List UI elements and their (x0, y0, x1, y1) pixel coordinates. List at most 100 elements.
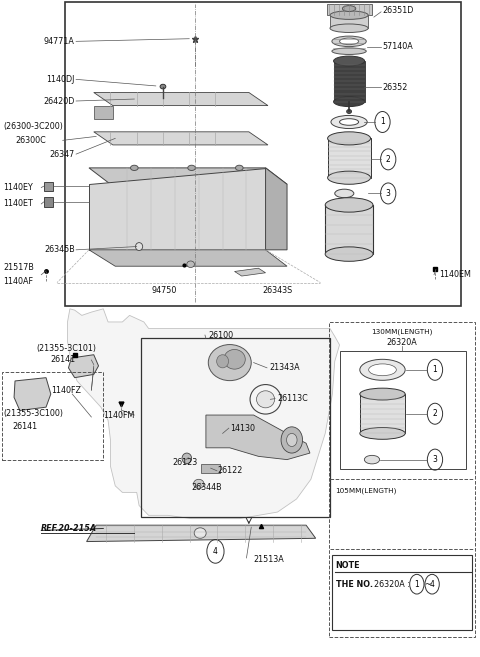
Text: 26345B: 26345B (44, 245, 75, 254)
Polygon shape (86, 525, 316, 541)
Bar (330, 15, 368, 28)
Ellipse shape (364, 455, 380, 464)
Ellipse shape (325, 247, 373, 261)
Ellipse shape (360, 388, 405, 400)
Ellipse shape (216, 355, 228, 368)
Bar (328, 139, 371, 177)
Ellipse shape (187, 261, 194, 267)
Text: 26113C: 26113C (277, 394, 308, 403)
Ellipse shape (281, 427, 302, 453)
Text: 1140FM: 1140FM (103, 411, 135, 420)
Ellipse shape (331, 116, 367, 129)
Ellipse shape (342, 6, 356, 12)
Polygon shape (206, 415, 310, 460)
Ellipse shape (182, 453, 192, 464)
Text: 26122: 26122 (218, 466, 243, 475)
Bar (1, 373, 103, 460)
Text: 1140DJ: 1140DJ (46, 75, 75, 84)
Text: THE NO.: THE NO. (336, 579, 372, 589)
Text: 26344B: 26344B (192, 483, 222, 491)
Text: 26100: 26100 (208, 330, 233, 340)
Text: 105MM(LENGTH): 105MM(LENGTH) (335, 487, 396, 493)
Ellipse shape (332, 36, 366, 47)
Text: REF.20-215A: REF.20-215A (41, 524, 97, 533)
Text: 1140ET: 1140ET (3, 200, 33, 208)
Text: 21517B: 21517B (3, 263, 34, 272)
Text: 3: 3 (432, 455, 437, 464)
Ellipse shape (339, 119, 359, 125)
Ellipse shape (330, 24, 368, 32)
Polygon shape (265, 168, 287, 250)
Ellipse shape (334, 56, 365, 66)
Ellipse shape (339, 38, 359, 45)
Text: 26123: 26123 (172, 458, 198, 466)
Ellipse shape (330, 11, 368, 19)
Text: 1140AF: 1140AF (3, 277, 33, 286)
Bar (339, 351, 466, 470)
Text: 1140FZ: 1140FZ (51, 386, 81, 395)
Bar (329, 322, 475, 637)
Bar (142, 338, 330, 516)
Text: 26343S: 26343S (262, 286, 292, 295)
Text: 26352: 26352 (383, 83, 408, 92)
Bar (334, 61, 365, 102)
Ellipse shape (360, 428, 405, 440)
Ellipse shape (287, 434, 297, 447)
Ellipse shape (208, 344, 251, 380)
Text: 26141: 26141 (51, 355, 76, 365)
Text: 94771A: 94771A (44, 37, 75, 46)
Bar (325, 205, 373, 254)
Text: 14130: 14130 (230, 424, 255, 433)
Bar (44, 181, 53, 191)
Ellipse shape (332, 48, 366, 55)
Ellipse shape (194, 528, 206, 538)
Ellipse shape (328, 171, 371, 184)
Ellipse shape (328, 132, 371, 145)
Ellipse shape (335, 189, 354, 198)
Ellipse shape (360, 359, 405, 380)
Ellipse shape (347, 110, 351, 114)
Text: 4: 4 (430, 579, 434, 589)
Polygon shape (69, 355, 98, 378)
Text: 57140A: 57140A (383, 42, 413, 51)
Ellipse shape (236, 166, 243, 171)
Polygon shape (201, 464, 220, 473)
Polygon shape (89, 250, 287, 266)
Text: 26141: 26141 (12, 422, 38, 432)
Polygon shape (94, 132, 268, 145)
Ellipse shape (334, 97, 365, 106)
Bar (332, 555, 472, 630)
Bar (65, 2, 461, 306)
Text: 1140EY: 1140EY (3, 183, 33, 192)
Ellipse shape (135, 242, 143, 250)
Bar (327, 4, 372, 15)
Text: 1140EM: 1140EM (439, 270, 471, 279)
Text: 21343A: 21343A (269, 363, 300, 373)
Text: NOTE: NOTE (336, 561, 360, 570)
Ellipse shape (188, 166, 195, 171)
Text: 1: 1 (380, 118, 385, 127)
Ellipse shape (160, 84, 166, 89)
Text: 3: 3 (386, 189, 391, 198)
Polygon shape (14, 378, 51, 411)
Ellipse shape (224, 350, 245, 369)
Polygon shape (68, 309, 339, 518)
Text: 26320A: 26320A (386, 338, 417, 348)
Text: 26320A :: 26320A : (374, 579, 412, 589)
Ellipse shape (193, 480, 204, 488)
Polygon shape (235, 268, 265, 276)
Text: 21513A: 21513A (253, 555, 284, 564)
Text: 130MM(LENGTH): 130MM(LENGTH) (371, 328, 432, 335)
Text: (21355-3C101): (21355-3C101) (36, 344, 96, 353)
Ellipse shape (131, 166, 138, 171)
Text: (21355-3C100): (21355-3C100) (3, 409, 63, 419)
Ellipse shape (256, 391, 275, 408)
Text: ~: ~ (424, 579, 431, 589)
Text: 26300C: 26300C (15, 136, 46, 145)
Bar (360, 394, 405, 434)
Polygon shape (89, 168, 287, 184)
Ellipse shape (325, 198, 373, 212)
Text: 1: 1 (432, 365, 437, 374)
Text: 26351D: 26351D (383, 6, 414, 15)
Polygon shape (89, 168, 265, 250)
